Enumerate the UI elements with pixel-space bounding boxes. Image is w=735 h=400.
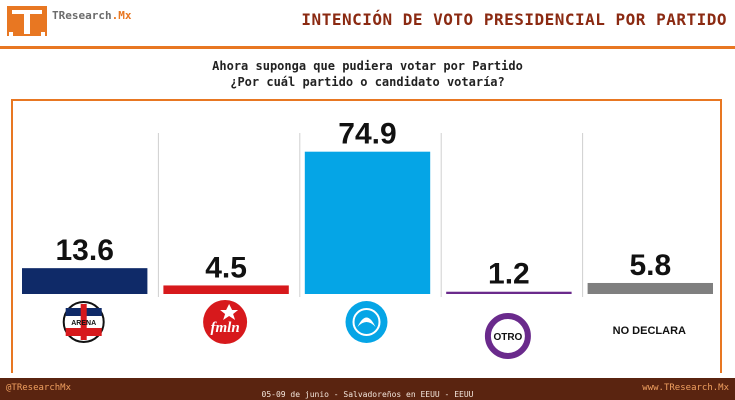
brand-name: TResearch.Mx — [52, 9, 132, 22]
footer-source: 05-09 de junio - Salvadoreños en EEUU - … — [261, 390, 474, 399]
footer: @TResearchMx 05-09 de junio - Salvadoreñ… — [0, 378, 735, 400]
nuevas-ideas-logo-icon — [345, 301, 388, 343]
tresearch-logo-icon — [7, 6, 47, 36]
fmln-logo-icon: fmln — [203, 300, 248, 344]
otro-badge-text: OTRO — [493, 332, 522, 343]
data-label: 4.5 — [205, 251, 247, 284]
bar-arena — [22, 268, 148, 294]
arena-logo-icon: ARENA — [62, 301, 105, 343]
bar-nuevas-ideas — [304, 151, 431, 294]
otro-badge-ring — [484, 313, 531, 359]
question-line-1: Ahora suponga que pudiera votar por Part… — [212, 59, 523, 73]
fmln-logo-text: fmln — [211, 320, 240, 336]
header: TResearch.Mx INTENCIÓN DE VOTO PRESIDENC… — [0, 0, 735, 46]
nuevas-ideas-bird — [357, 317, 376, 327]
footer-website: www.TResearch.Mx — [642, 383, 729, 393]
bar-chart: 13.6 4.5 74.9 1.2 5.8 ARENA fmln OTRO NO DECLARA — [22, 118, 713, 359]
bar-fmln — [163, 285, 289, 294]
header-divider — [0, 46, 735, 49]
otro-badge-icon: OTRO — [484, 313, 531, 359]
page-title: INTENCIÓN DE VOTO PRESIDENCIAL POR PARTI… — [301, 10, 727, 29]
bar-otro — [446, 291, 572, 294]
nuevas-ideas-ring — [352, 308, 381, 336]
question-line-2: ¿Por cuál partido o candidato votaría? — [230, 75, 505, 89]
arena-logo-cross — [80, 304, 87, 340]
data-label: 13.6 — [56, 234, 114, 267]
survey-question: Ahora suponga que pudiera votar por Part… — [0, 58, 735, 90]
bar-no-declara — [587, 282, 713, 294]
data-label: 74.9 — [338, 118, 396, 151]
no-declara-label: NO DECLARA — [613, 325, 686, 337]
fmln-star — [220, 304, 239, 320]
chart-frame: 13.6 4.5 74.9 1.2 5.8 ARENA fmln OTRO NO DECLARA — [11, 99, 722, 373]
arena-logo-text: ARENA — [71, 320, 96, 327]
data-label: 5.8 — [629, 249, 671, 282]
data-label: 1.2 — [488, 258, 530, 291]
footer-handle: @TResearchMx — [6, 383, 72, 393]
